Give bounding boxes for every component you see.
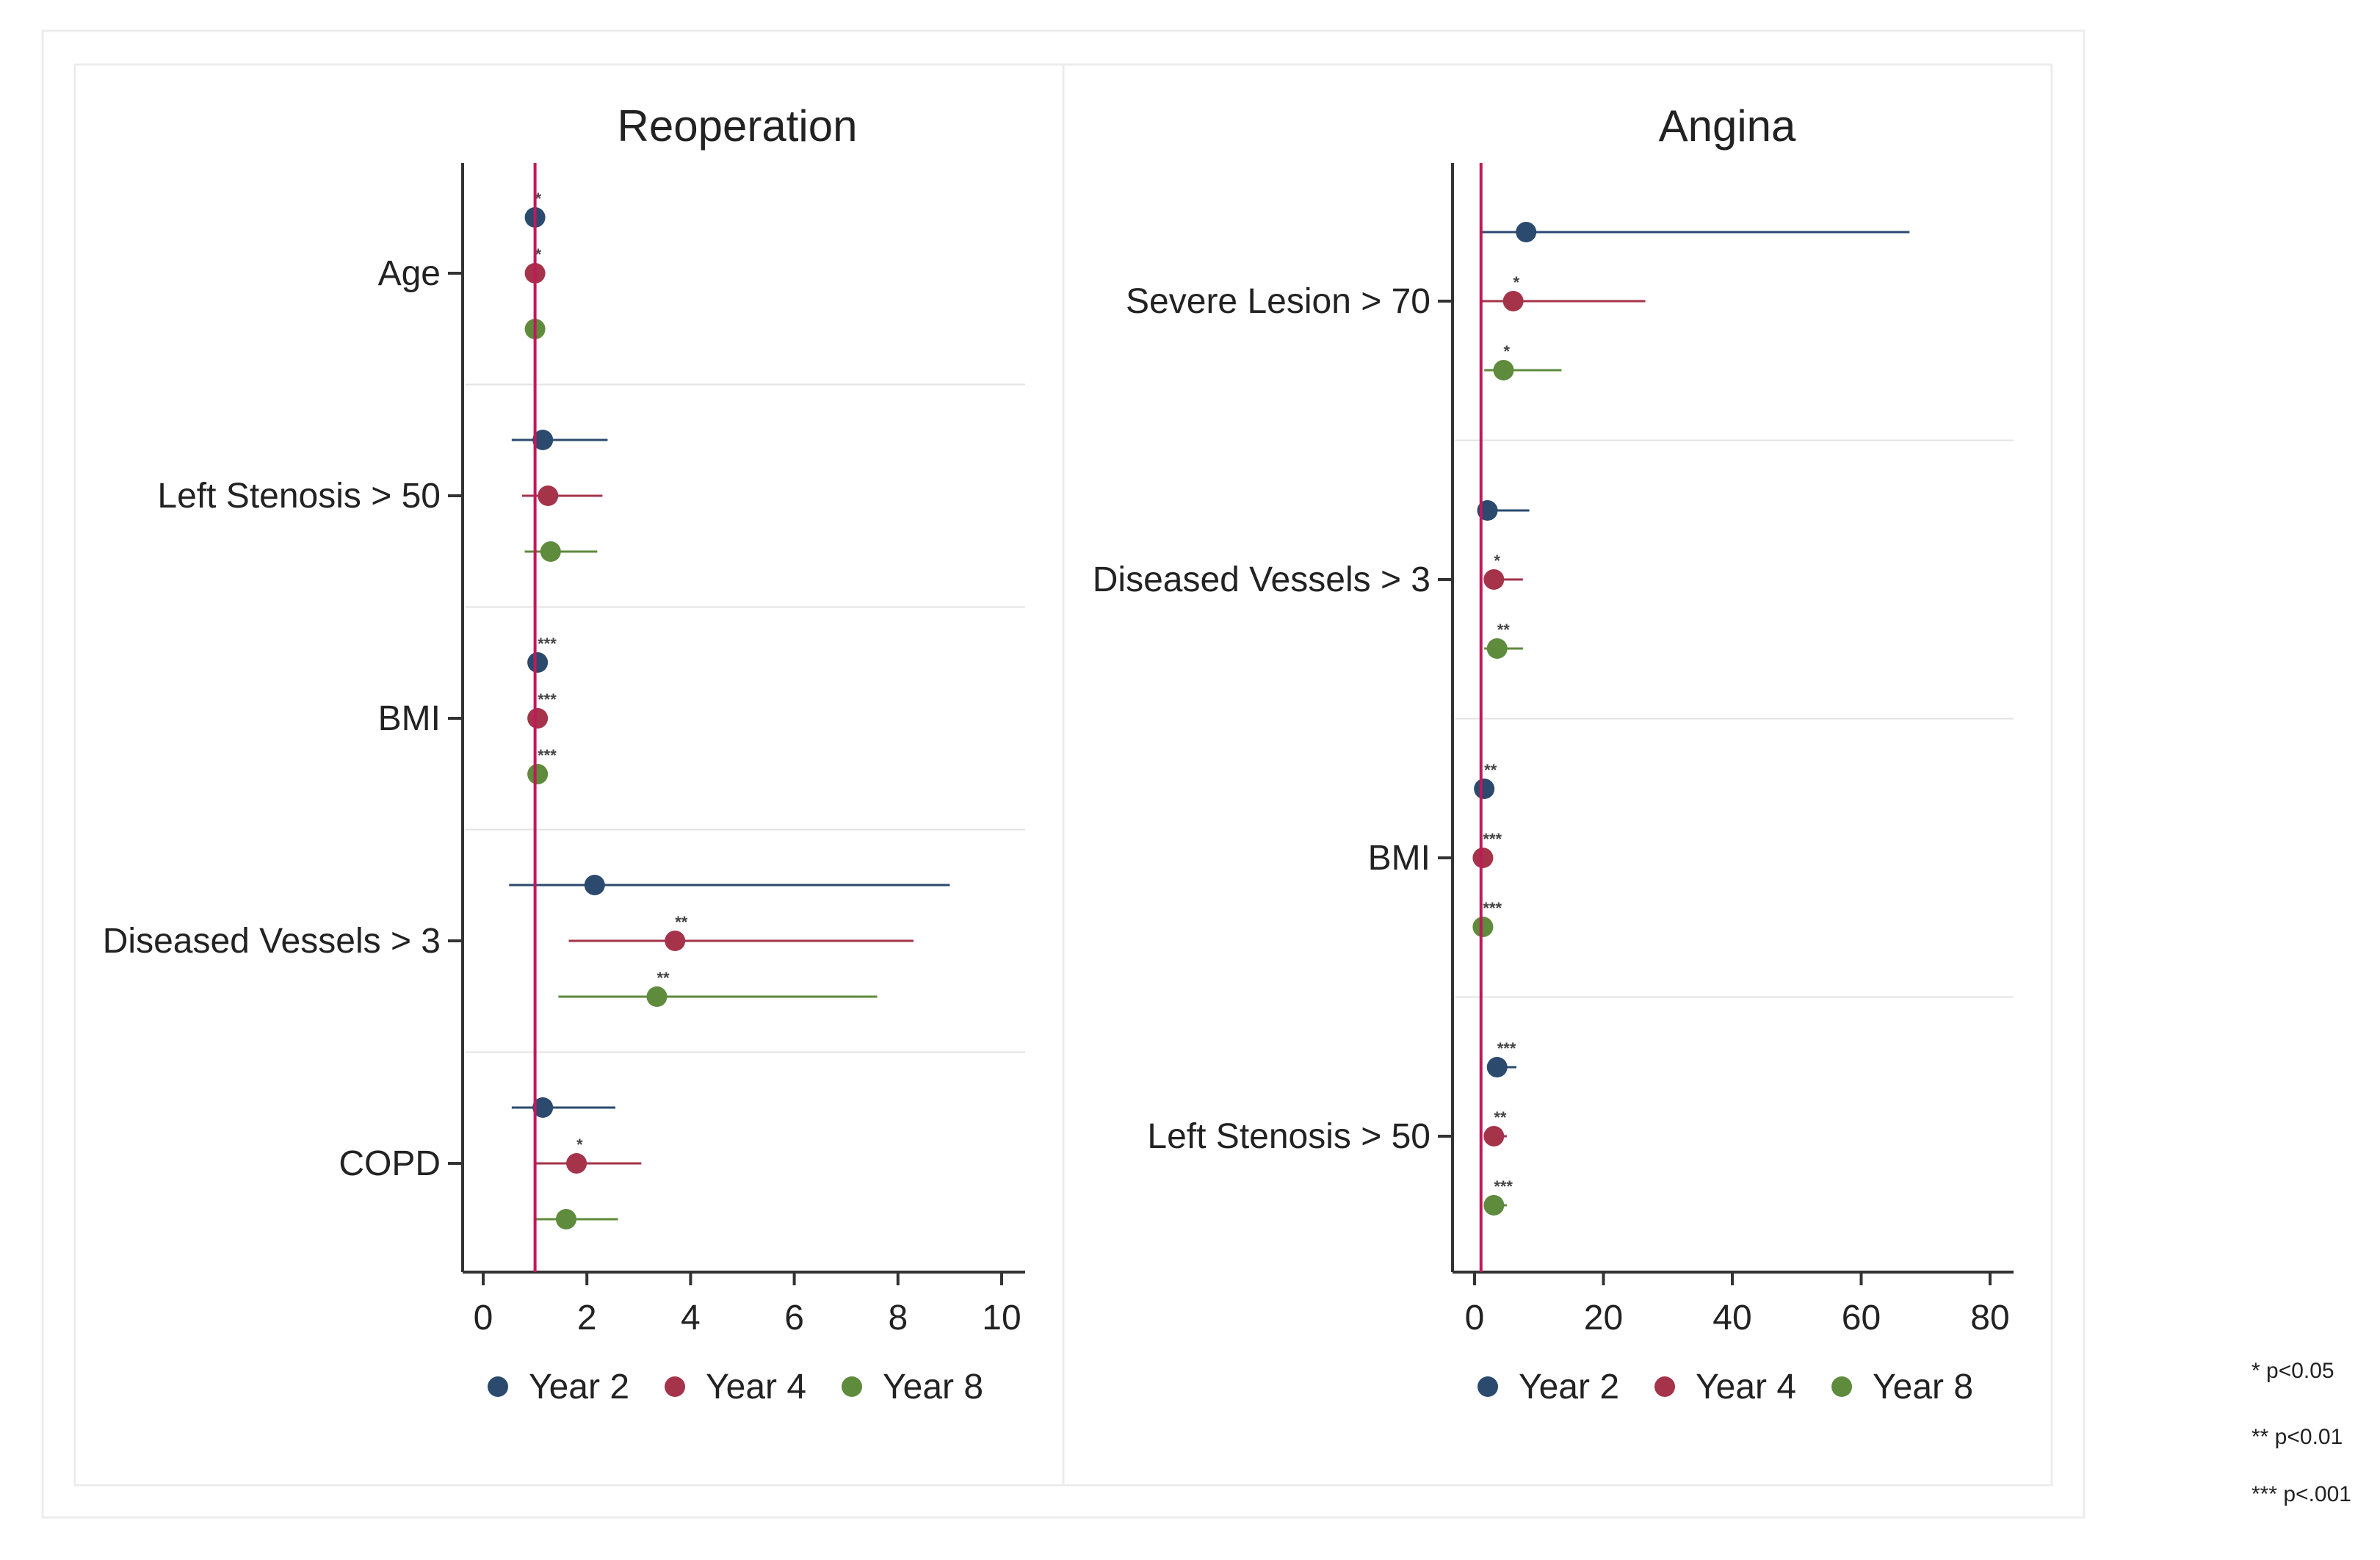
x-tick-label: 20 (1584, 1299, 1623, 1337)
x-tick-label: 6 (784, 1299, 804, 1337)
point-estimate (1493, 360, 1514, 380)
x-tick-label: 4 (681, 1299, 701, 1337)
significance-mark: ** (1494, 1108, 1507, 1127)
point-estimate (540, 541, 561, 562)
legend-marker (488, 1376, 508, 1397)
significance-mark: *** (1497, 1039, 1516, 1058)
legend-marker (1477, 1376, 1498, 1397)
point-estimate (566, 1153, 587, 1174)
panel-title: Reoperation (618, 101, 858, 151)
panel-reoperation: Reoperation 0 2 4 6 8 10 Age Left Stenosis > 50 B… (103, 101, 1025, 1406)
point-estimate (527, 652, 549, 673)
category-label: BMI (1368, 839, 1430, 878)
point-estimate (555, 1209, 576, 1229)
category-label: Age (378, 254, 441, 293)
legend-marker (665, 1376, 686, 1397)
footnote-p0001: *** p<.001 (2251, 1482, 2351, 1506)
point-estimate (1474, 779, 1495, 799)
significance-mark: * (1513, 273, 1520, 292)
significance-footnotes: * p<0.05 ** p<0.01 *** p<.001 (2251, 1359, 2351, 1506)
point-estimate (1472, 917, 1494, 937)
significance-mark: ** (1497, 621, 1511, 639)
significance-mark: *** (1494, 1177, 1513, 1196)
significance-mark: *** (538, 635, 557, 653)
significance-mark: ** (1484, 761, 1497, 779)
significance-mark: *** (1483, 899, 1502, 917)
significance-mark: *** (538, 690, 557, 709)
significance-mark: * (535, 245, 542, 264)
point-estimate (538, 485, 559, 506)
point-estimate (532, 430, 554, 450)
significance-mark: * (535, 189, 542, 208)
significance-mark: * (576, 1135, 583, 1154)
category-label: Diseased Vessels > 3 (103, 922, 441, 961)
x-tick-label: 80 (1970, 1299, 2009, 1337)
x-tick-label: 0 (1465, 1299, 1485, 1337)
significance-mark: *** (538, 746, 557, 765)
footnote-p001: ** p<0.01 (2251, 1425, 2343, 1449)
point-estimate (1486, 1057, 1508, 1077)
x-tick-label: 60 (1842, 1299, 1881, 1337)
panel-title: Angina (1659, 101, 1796, 151)
point-estimate (1483, 1126, 1505, 1146)
x-tick-label: 2 (577, 1299, 597, 1337)
point-estimate (1486, 638, 1508, 659)
point-estimate (527, 708, 549, 729)
legend-label: Year 4 (706, 1368, 806, 1406)
footnote-p005: * p<0.05 (2251, 1359, 2334, 1383)
point-estimate (665, 931, 686, 951)
point-estimate (1483, 1195, 1505, 1216)
point-estimate (527, 764, 549, 784)
point-estimate (1502, 291, 1524, 311)
category-label: COPD (339, 1144, 441, 1183)
point-estimate (646, 986, 668, 1007)
legend-label: Year 8 (1873, 1368, 1973, 1406)
x-tick-label: 8 (888, 1299, 908, 1337)
x-tick-label: 0 (474, 1299, 493, 1337)
point-estimate (1483, 569, 1505, 590)
legend-label: Year 4 (1696, 1368, 1796, 1406)
category-label: Left Stenosis > 50 (157, 477, 441, 516)
panel-angina: Angina 0 20 40 60 80 Severe Lesion > 70 Disease… (1093, 101, 2014, 1406)
category-label: BMI (378, 699, 441, 738)
outer-frame (41, 29, 2086, 1519)
point-estimate (1516, 222, 1537, 242)
significance-mark: ** (657, 969, 670, 987)
significance-mark: * (1494, 552, 1500, 570)
legend-marker (842, 1376, 863, 1397)
significance-mark: *** (1483, 830, 1502, 848)
x-tick-label: 10 (982, 1299, 1021, 1337)
legend-marker (1654, 1376, 1676, 1397)
category-label: Diseased Vessels > 3 (1093, 560, 1430, 599)
significance-mark: ** (675, 913, 688, 931)
point-estimate (532, 1097, 554, 1118)
point-estimate (1472, 848, 1494, 868)
legend-marker (1831, 1376, 1853, 1397)
legend-label: Year 2 (529, 1368, 629, 1406)
significance-mark: * (1503, 342, 1510, 361)
legend-label: Year 8 (883, 1368, 983, 1406)
category-label: Left Stenosis > 50 (1147, 1117, 1430, 1156)
point-estimate (584, 875, 605, 895)
category-label: Severe Lesion > 70 (1126, 282, 1430, 321)
x-tick-label: 40 (1712, 1299, 1751, 1337)
legend-label: Year 2 (1519, 1368, 1619, 1406)
